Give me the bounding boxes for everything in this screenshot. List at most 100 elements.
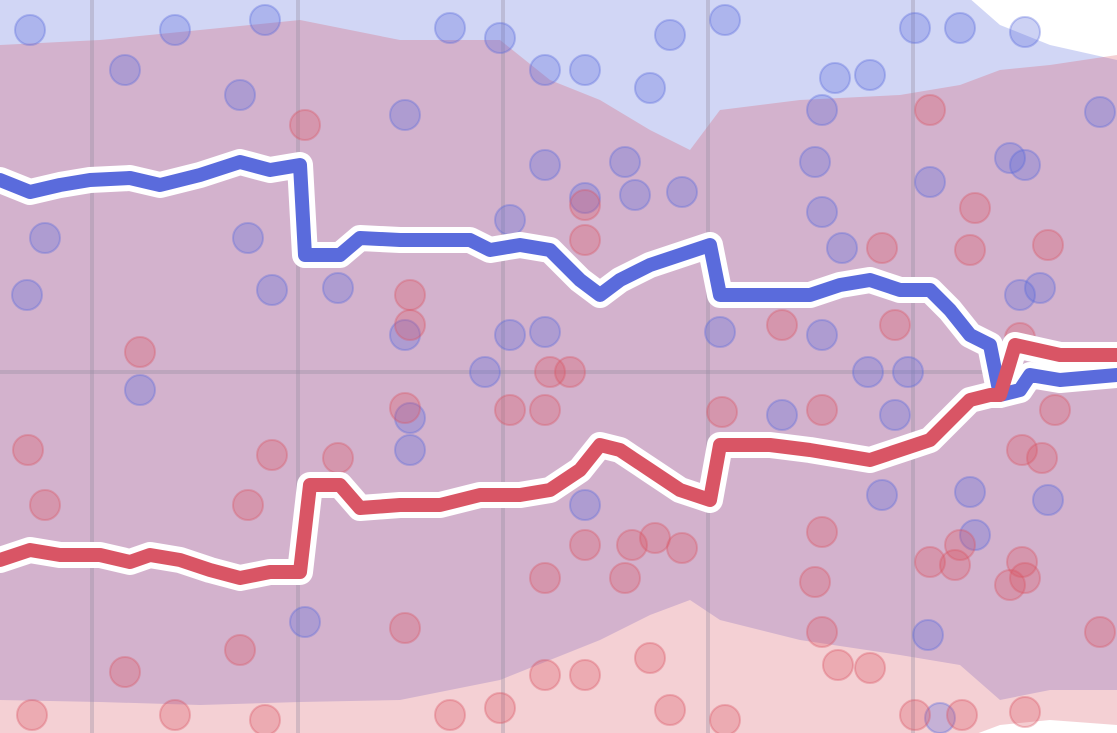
poll-point (11, 279, 43, 311)
poll-point (1024, 272, 1056, 304)
poll-point (899, 699, 931, 731)
poll-point (484, 692, 516, 724)
poll-point (434, 699, 466, 731)
poll-point (394, 402, 426, 434)
poll-point (529, 54, 561, 86)
poll-point (159, 699, 191, 731)
poll-point (609, 146, 641, 178)
poll-point (799, 566, 831, 598)
poll-point (799, 146, 831, 178)
poll-point (322, 272, 354, 304)
poll-point (29, 222, 61, 254)
poll-point (289, 109, 321, 141)
poll-point (866, 479, 898, 511)
poll-point (1032, 484, 1064, 516)
poll-point (124, 374, 156, 406)
poll-point (159, 14, 191, 46)
confidence-band (0, 20, 1117, 733)
poll-point (819, 62, 851, 94)
poll-point (569, 54, 601, 86)
poll-point (806, 616, 838, 648)
poll-point (912, 619, 944, 651)
poll-point (224, 634, 256, 666)
poll-point (529, 562, 561, 594)
poll-point (249, 4, 281, 36)
poll-point (232, 489, 264, 521)
poll-point (109, 656, 141, 688)
poll-point (619, 179, 651, 211)
poll-point (634, 72, 666, 104)
poll-point (879, 399, 911, 431)
poll-point (866, 232, 898, 264)
poll-point (494, 394, 526, 426)
poll-point (16, 699, 48, 731)
poll-point (109, 54, 141, 86)
poll-point (389, 99, 421, 131)
poll-point (1004, 279, 1036, 311)
poll-point (806, 94, 838, 126)
poll-point (709, 4, 741, 36)
poll-point (469, 356, 501, 388)
poll-point (12, 434, 44, 466)
poll-point (1009, 562, 1041, 594)
poll-point (826, 232, 858, 264)
poll-point (666, 176, 698, 208)
poll-point (494, 319, 526, 351)
poll-point (256, 439, 288, 471)
poll-point (529, 394, 561, 426)
poll-point (914, 166, 946, 198)
poll-point (1009, 149, 1041, 181)
poll-point (806, 196, 838, 228)
trend-line (0, 338, 1117, 585)
poll-point (806, 516, 838, 548)
poll-point (484, 22, 516, 54)
poll-point (666, 532, 698, 564)
poll-point (709, 704, 741, 733)
poll-point (249, 704, 281, 733)
poll-point (389, 612, 421, 644)
poll-point (616, 529, 648, 561)
poll-point (554, 356, 586, 388)
poll-point (706, 396, 738, 428)
poll-point (899, 12, 931, 44)
poll-point (879, 309, 911, 341)
poll-point (946, 699, 978, 731)
poll-point (29, 489, 61, 521)
poll-point (394, 309, 426, 341)
poll-point (634, 642, 666, 674)
poll-point (852, 356, 884, 388)
poll-point (1009, 16, 1041, 48)
poll-point (569, 224, 601, 256)
poll-point (124, 336, 156, 368)
poll-point (529, 316, 561, 348)
poll-point (766, 399, 798, 431)
poll-point (569, 182, 601, 214)
poll-point (704, 316, 736, 348)
poll-point (534, 356, 566, 388)
poll-point (1039, 394, 1071, 426)
poll-point (1009, 696, 1041, 728)
poll-point (854, 59, 886, 91)
poll-point (1006, 546, 1038, 578)
poll-point (569, 529, 601, 561)
poll-point (959, 519, 991, 551)
poll-point (322, 442, 354, 474)
trend-line (0, 155, 1117, 402)
poll-point (654, 19, 686, 51)
poll-point (224, 79, 256, 111)
poll-point (434, 12, 466, 44)
poll-point (1084, 96, 1116, 128)
poll-point (944, 529, 976, 561)
poll-point (854, 652, 886, 684)
poll-point (529, 659, 561, 691)
poll-point (914, 94, 946, 126)
poll-point (1006, 434, 1038, 466)
poll-point (654, 694, 686, 726)
poll-point (806, 319, 838, 351)
poll-point (389, 392, 421, 424)
poll-point (394, 434, 426, 466)
poll-point (1084, 616, 1116, 648)
poll-point (892, 356, 924, 388)
